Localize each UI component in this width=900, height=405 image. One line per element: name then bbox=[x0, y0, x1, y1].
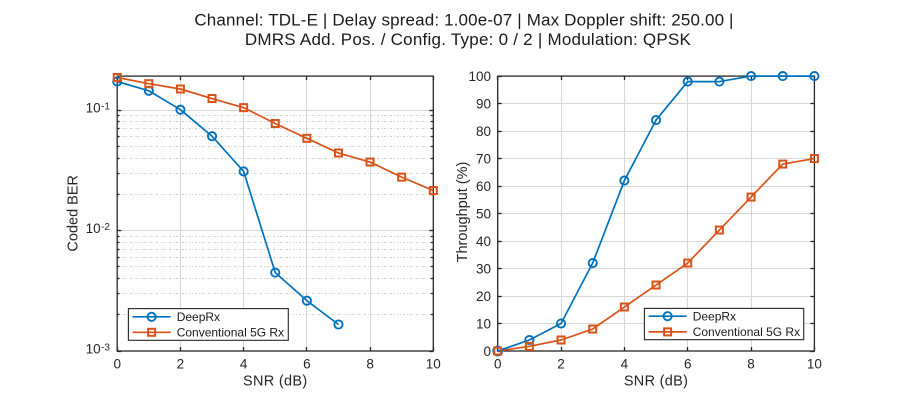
svg-text:-3: -3 bbox=[101, 343, 110, 354]
svg-text:Channel: TDL-E | Delay spread:: Channel: TDL-E | Delay spread: 1.00e-07 … bbox=[194, 10, 733, 29]
svg-text:4: 4 bbox=[240, 356, 248, 371]
svg-text:60: 60 bbox=[476, 179, 491, 194]
svg-text:10: 10 bbox=[86, 101, 101, 116]
svg-text:8: 8 bbox=[747, 356, 755, 371]
svg-text:DeepRx: DeepRx bbox=[693, 310, 736, 324]
svg-text:10: 10 bbox=[426, 356, 441, 371]
svg-text:10: 10 bbox=[807, 356, 822, 371]
svg-text:Conventional 5G Rx: Conventional 5G Rx bbox=[177, 326, 284, 340]
svg-text:30: 30 bbox=[476, 261, 491, 276]
svg-text:100: 100 bbox=[468, 69, 491, 84]
svg-text:10: 10 bbox=[86, 221, 101, 236]
svg-text:-2: -2 bbox=[101, 222, 110, 233]
svg-text:Throughput (%): Throughput (%) bbox=[455, 162, 471, 263]
svg-text:70: 70 bbox=[476, 151, 491, 166]
svg-text:10: 10 bbox=[86, 341, 101, 356]
svg-text:6: 6 bbox=[684, 356, 692, 371]
svg-text:10: 10 bbox=[476, 316, 491, 331]
svg-text:SNR (dB): SNR (dB) bbox=[624, 373, 688, 389]
svg-text:Coded BER: Coded BER bbox=[66, 175, 82, 252]
svg-text:4: 4 bbox=[621, 356, 629, 371]
svg-text:0: 0 bbox=[483, 344, 491, 359]
svg-text:0: 0 bbox=[113, 356, 121, 371]
svg-text:2: 2 bbox=[557, 356, 565, 371]
svg-text:0: 0 bbox=[494, 356, 502, 371]
svg-text:6: 6 bbox=[303, 356, 311, 371]
svg-text:90: 90 bbox=[476, 96, 491, 111]
svg-text:40: 40 bbox=[476, 234, 491, 249]
svg-text:50: 50 bbox=[476, 206, 491, 221]
svg-text:DeepRx: DeepRx bbox=[177, 310, 220, 324]
svg-text:80: 80 bbox=[476, 124, 491, 139]
svg-text:-1: -1 bbox=[101, 102, 110, 113]
svg-text:DMRS Add. Pos. / Config. Type:: DMRS Add. Pos. / Config. Type: 0 / 2 | M… bbox=[245, 30, 692, 49]
svg-text:SNR (dB): SNR (dB) bbox=[243, 373, 307, 389]
svg-text:2: 2 bbox=[177, 356, 185, 371]
svg-text:20: 20 bbox=[476, 289, 491, 304]
svg-text:Conventional 5G Rx: Conventional 5G Rx bbox=[693, 325, 800, 339]
svg-text:8: 8 bbox=[366, 356, 374, 371]
